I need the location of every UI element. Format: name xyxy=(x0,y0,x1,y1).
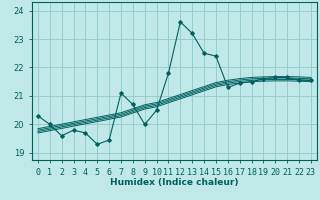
X-axis label: Humidex (Indice chaleur): Humidex (Indice chaleur) xyxy=(110,178,239,187)
